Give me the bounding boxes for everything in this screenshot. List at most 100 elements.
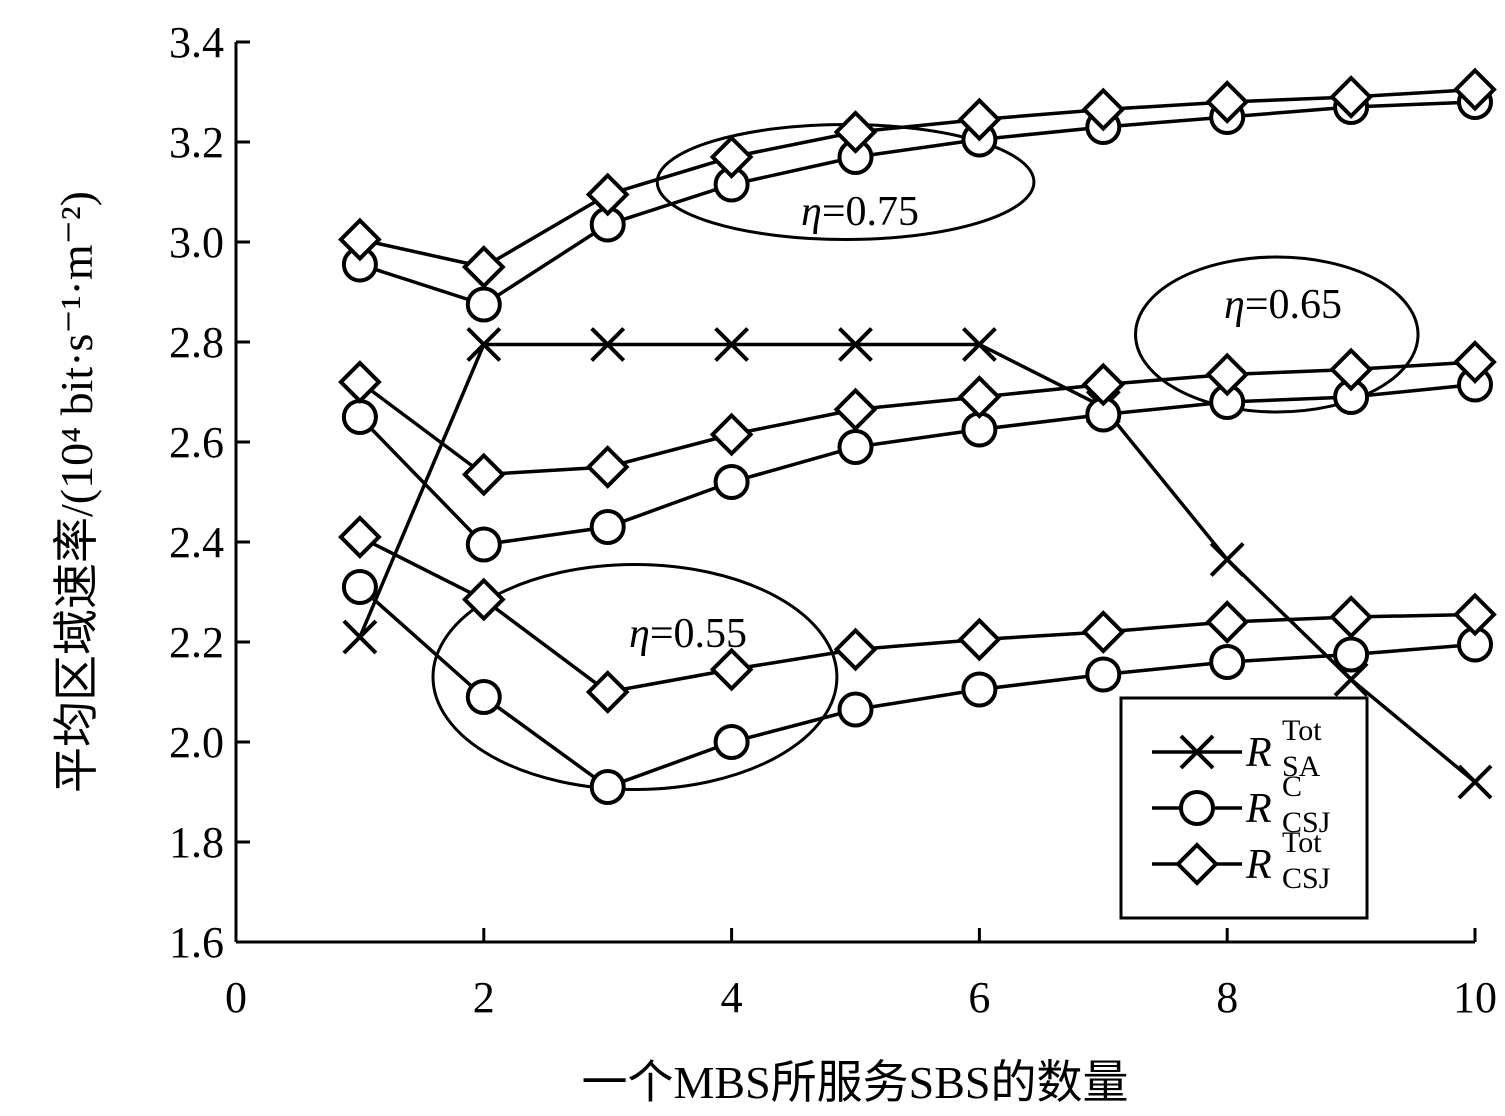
y-tick-label: 2.6 <box>169 418 224 467</box>
data-point-diamond <box>957 617 1002 662</box>
data-point-diamond <box>338 217 382 262</box>
series-line <box>359 87 1476 269</box>
annotation-ellipse <box>1134 255 1420 414</box>
data-point-diamond <box>338 515 382 559</box>
series-layer <box>338 67 1497 805</box>
data-point-diamond <box>461 452 506 497</box>
data-point-x <box>838 327 873 362</box>
data-point-circle <box>465 286 502 323</box>
data-point-circle <box>465 679 502 715</box>
data-point-circle <box>589 769 626 805</box>
data-point-circle <box>341 399 378 435</box>
x-axis-title: 一个MBS所服务SBS的数量 <box>581 1057 1128 1108</box>
series-diamond <box>338 340 1497 497</box>
data-point-diamond <box>1205 352 1250 397</box>
y-tick-label: 1.8 <box>169 818 224 867</box>
x-tick-label: 6 <box>968 973 990 1022</box>
data-point-circle <box>713 464 750 500</box>
annotations: η=0.75 η=0.65 η=0.55 <box>431 123 1420 791</box>
y-tick-label: 1.6 <box>169 918 224 967</box>
data-point-diamond <box>1205 600 1250 644</box>
data-point-diamond <box>461 577 506 622</box>
y-tick-label: 2.4 <box>169 518 224 567</box>
data-point-circle <box>961 671 998 708</box>
data-point-x <box>466 327 502 362</box>
series-diamond <box>338 515 1497 714</box>
legend-marker-diamond <box>1175 842 1219 886</box>
data-point-x <box>714 327 750 362</box>
series-line <box>358 382 1476 547</box>
y-axis-title: 平均区域速率/(10⁴ bit·s⁻¹·m⁻²) <box>51 191 102 793</box>
data-point-diamond <box>1329 75 1373 119</box>
legend-label-sub: CSJ <box>1282 806 1331 839</box>
y-tick-label: 3.4 <box>169 18 224 67</box>
annotation-label: η=0.55 <box>629 611 747 657</box>
data-point-diamond <box>957 97 1002 142</box>
data-point-diamond <box>833 387 878 432</box>
annotation-label: η=0.75 <box>801 189 919 235</box>
legend-marker-x <box>1179 734 1215 770</box>
data-point-diamond <box>338 360 382 404</box>
data-point-x <box>590 327 626 362</box>
series-circle <box>341 366 1493 563</box>
data-point-diamond <box>461 245 506 289</box>
y-tick-label: 2.2 <box>169 618 224 667</box>
data-point-circle <box>465 526 502 563</box>
series-line <box>359 100 1476 307</box>
x-tick-label: 10 <box>1453 973 1497 1022</box>
data-point-diamond <box>1453 67 1497 112</box>
x-tick-label: 4 <box>721 973 743 1022</box>
data-point-circle <box>1085 656 1122 693</box>
data-point-diamond <box>1081 610 1126 654</box>
x-tick-label: 2 <box>473 973 495 1022</box>
legend-label: R <box>1245 786 1272 832</box>
annotation-ellipse <box>431 563 839 791</box>
y-tick-label: 3.2 <box>169 118 224 167</box>
data-point-diamond <box>1081 87 1126 132</box>
y-ticks: 1.6 1.8 2.0 2.2 2.4 2.6 2.8 3.0 3.2 3.4 <box>169 18 250 967</box>
y-tick-label: 2.8 <box>169 318 224 367</box>
series-diamond <box>338 67 1497 289</box>
data-point-diamond <box>1453 340 1497 384</box>
y-tick-label: 3.0 <box>169 218 224 267</box>
data-point-circle <box>837 429 874 465</box>
data-point-x <box>342 619 378 655</box>
data-point-diamond <box>709 647 754 692</box>
data-point-diamond <box>833 110 878 154</box>
series-line <box>358 360 1476 477</box>
y-tick-label: 2.0 <box>169 718 224 767</box>
data-point-diamond <box>1205 80 1250 124</box>
data-point-diamond <box>833 627 878 672</box>
data-point-diamond <box>1329 595 1373 639</box>
data-point-x <box>1209 542 1245 577</box>
series-line <box>358 585 1476 789</box>
x-ticks: 0 2 4 6 8 10 <box>225 928 1497 1022</box>
legend-label-sup: Tot <box>1282 826 1322 859</box>
legend-label: R <box>1245 842 1272 888</box>
data-point-diamond <box>709 135 754 179</box>
data-point-circle <box>837 691 874 728</box>
legend-label-sup: C <box>1282 770 1302 803</box>
data-point-diamond <box>585 445 630 489</box>
data-point-diamond <box>585 670 630 714</box>
data-point-diamond <box>1081 362 1126 407</box>
legend-label: R <box>1245 730 1272 776</box>
data-point-diamond <box>1453 592 1497 637</box>
data-point-circle <box>341 569 378 605</box>
data-point-circle <box>1333 636 1370 673</box>
data-point-circle <box>1209 644 1246 680</box>
legend-marker-circle <box>1179 790 1215 826</box>
data-point-circle <box>713 724 750 760</box>
data-point-x <box>1457 764 1493 800</box>
data-point-circle <box>589 509 626 545</box>
series-line <box>359 535 1476 694</box>
data-point-diamond <box>1329 347 1373 392</box>
legend-label-sub: CSJ <box>1282 862 1331 895</box>
legend-label-sub: SA <box>1282 750 1321 783</box>
x-tick-label: 8 <box>1216 973 1238 1022</box>
data-point-diamond <box>709 412 754 457</box>
